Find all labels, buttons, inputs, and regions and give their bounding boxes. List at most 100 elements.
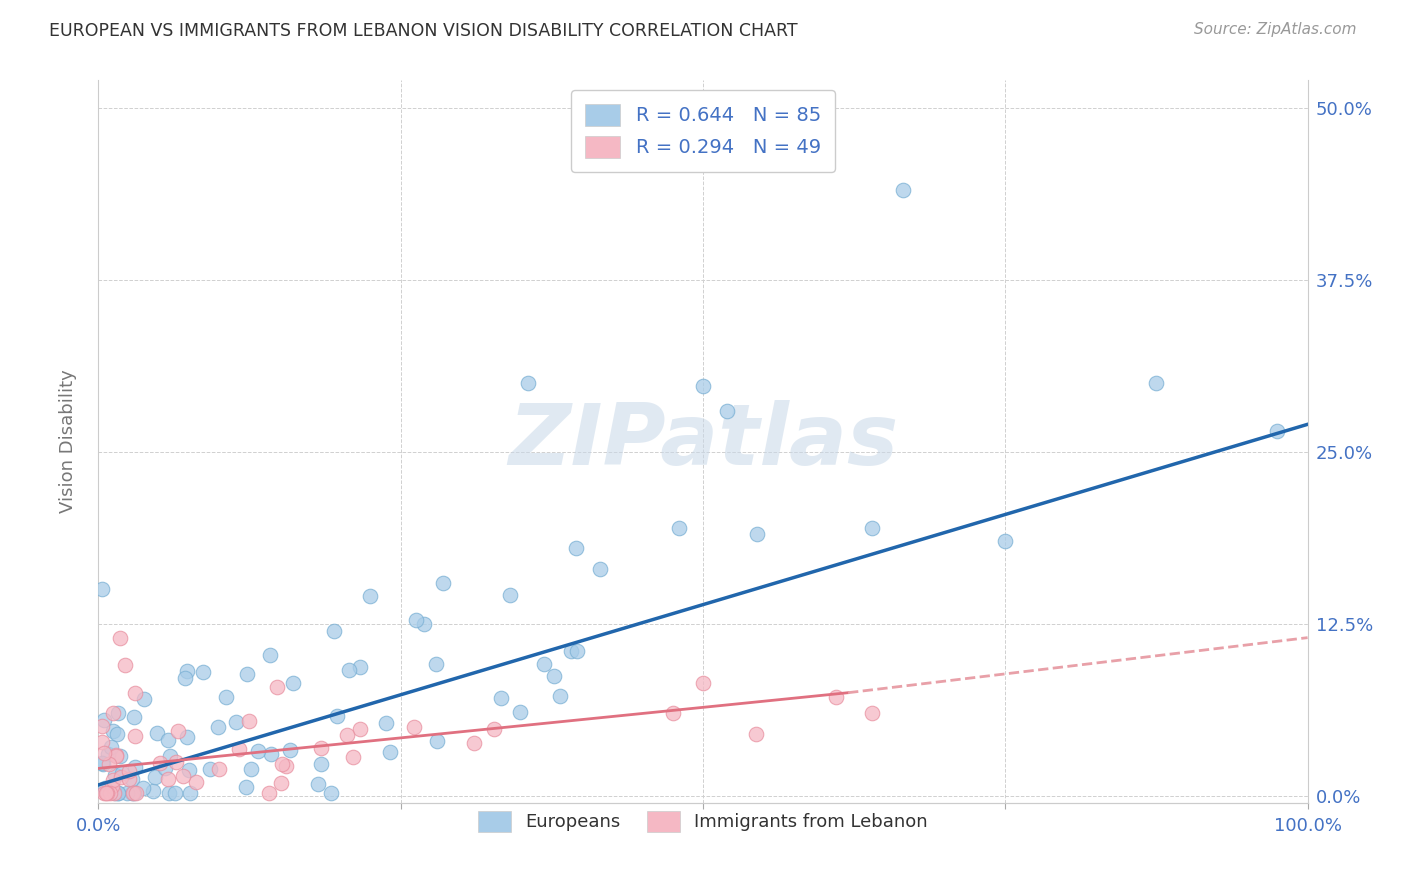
Point bbox=[101, 706, 124, 721]
Text: EUROPEAN VS IMMIGRANTS FROM LEBANON VISION DISABILITY CORRELATION CHART: EUROPEAN VS IMMIGRANTS FROM LEBANON VISI… bbox=[49, 22, 797, 40]
Point bbox=[247, 744, 270, 758]
Point bbox=[176, 730, 198, 744]
Point bbox=[668, 520, 690, 534]
Point bbox=[105, 727, 128, 741]
Point bbox=[193, 665, 215, 679]
Point bbox=[349, 723, 371, 737]
Point bbox=[311, 740, 333, 755]
Point bbox=[121, 772, 143, 786]
Point bbox=[159, 749, 181, 764]
Point bbox=[118, 772, 141, 787]
Point bbox=[101, 723, 124, 738]
Point bbox=[716, 403, 738, 417]
Point bbox=[167, 724, 190, 739]
Point bbox=[375, 716, 398, 731]
Point bbox=[533, 657, 555, 671]
Point bbox=[91, 735, 114, 749]
Point bbox=[184, 775, 207, 789]
Point bbox=[307, 777, 329, 791]
Point bbox=[1267, 424, 1289, 438]
Point bbox=[93, 713, 115, 727]
Point bbox=[122, 786, 145, 800]
Point bbox=[97, 747, 120, 761]
Point bbox=[122, 710, 145, 724]
Point bbox=[432, 575, 454, 590]
Point bbox=[266, 680, 288, 694]
Point bbox=[159, 786, 181, 800]
Point bbox=[91, 756, 114, 770]
Point bbox=[274, 759, 297, 773]
Point bbox=[342, 750, 364, 764]
Point bbox=[91, 719, 114, 733]
Point bbox=[103, 786, 125, 800]
Point bbox=[235, 780, 257, 794]
Point bbox=[825, 690, 848, 704]
Point bbox=[499, 589, 522, 603]
Point bbox=[567, 644, 589, 658]
Point bbox=[105, 747, 128, 762]
Point bbox=[238, 714, 260, 729]
Point bbox=[100, 740, 122, 755]
Point bbox=[207, 720, 229, 734]
Point bbox=[661, 706, 683, 721]
Point bbox=[323, 624, 346, 638]
Point bbox=[114, 658, 136, 673]
Point bbox=[107, 786, 129, 800]
Point bbox=[104, 749, 127, 764]
Point bbox=[326, 709, 349, 723]
Point bbox=[179, 786, 201, 800]
Point bbox=[236, 667, 259, 681]
Point bbox=[91, 582, 114, 596]
Point bbox=[426, 734, 449, 748]
Point bbox=[108, 631, 131, 645]
Point bbox=[309, 756, 332, 771]
Point bbox=[156, 772, 179, 786]
Point bbox=[91, 757, 114, 772]
Point bbox=[280, 743, 302, 757]
Point bbox=[121, 786, 143, 800]
Point bbox=[281, 675, 304, 690]
Point bbox=[122, 786, 145, 800]
Text: Source: ZipAtlas.com: Source: ZipAtlas.com bbox=[1194, 22, 1357, 37]
Point bbox=[107, 706, 129, 720]
Point bbox=[198, 762, 221, 776]
Point bbox=[589, 562, 612, 576]
Point bbox=[153, 761, 176, 775]
Point bbox=[146, 726, 169, 740]
Point bbox=[132, 692, 155, 706]
Point bbox=[118, 764, 141, 778]
Point bbox=[489, 691, 512, 706]
Point bbox=[172, 769, 194, 783]
Point bbox=[176, 664, 198, 678]
Point bbox=[104, 786, 127, 800]
Point bbox=[101, 779, 124, 793]
Point bbox=[747, 527, 769, 541]
Point bbox=[215, 690, 238, 705]
Point bbox=[260, 747, 283, 761]
Point bbox=[177, 763, 200, 777]
Point bbox=[516, 376, 538, 390]
Point bbox=[104, 768, 127, 782]
Point bbox=[110, 765, 132, 780]
Point bbox=[117, 786, 139, 800]
Point bbox=[98, 757, 121, 772]
Point bbox=[543, 668, 565, 682]
Point bbox=[124, 686, 146, 700]
Point bbox=[131, 780, 153, 795]
Point bbox=[860, 706, 883, 721]
Point bbox=[174, 671, 197, 685]
Point bbox=[143, 770, 166, 784]
Point bbox=[108, 748, 131, 763]
Point bbox=[163, 786, 186, 800]
Legend: Europeans, Immigrants from Lebanon: Europeans, Immigrants from Lebanon bbox=[465, 798, 941, 845]
Point bbox=[98, 786, 121, 800]
Point bbox=[319, 786, 342, 800]
Point bbox=[565, 541, 588, 556]
Point bbox=[125, 786, 148, 800]
Point bbox=[225, 715, 247, 730]
Point bbox=[891, 183, 914, 197]
Point bbox=[548, 689, 571, 703]
Point bbox=[509, 706, 531, 720]
Point bbox=[425, 657, 447, 672]
Point bbox=[484, 722, 506, 736]
